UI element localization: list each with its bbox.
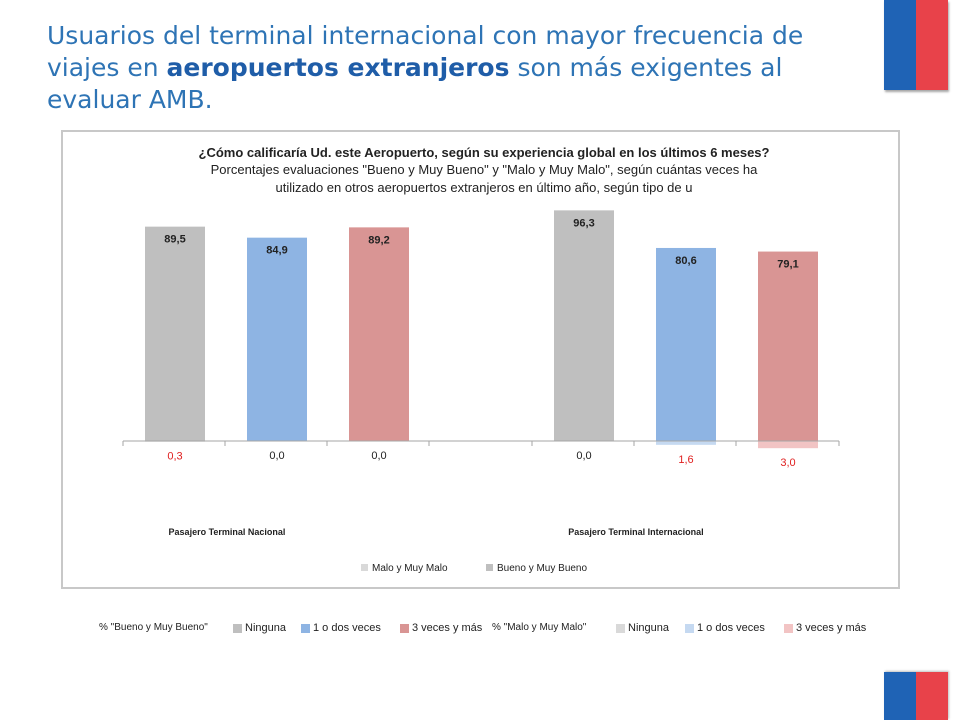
label-bueno-1-1: 80,6 (675, 255, 696, 267)
legend2-bueno-3mas: 3 veces y más (400, 622, 482, 634)
bar-bueno-0-0 (145, 226, 205, 441)
legend2-malo-3mas: 3 veces y más (784, 622, 866, 634)
legend2-malo-1o2: 1 o dos veces (685, 622, 765, 634)
legend2-malo-3mas-swatch (784, 623, 793, 633)
legend2-bueno-1o2-swatch (301, 623, 310, 633)
bar-bueno-1-2 (758, 251, 818, 441)
legend2-bueno-header-text: % "Bueno y Muy Bueno" (99, 622, 208, 633)
chart-title: ¿Cómo calificaría Ud. este Aeropuerto, s… (199, 145, 770, 195)
chart-frame: ¿Cómo calificaría Ud. este Aeropuerto, s… (61, 130, 900, 589)
legend-swatch-0 (361, 564, 368, 571)
label-bueno-1-0: 96,3 (573, 217, 594, 229)
legend2-bueno-ninguna-swatch (233, 623, 242, 633)
label-malo-1-1: 1,6 (678, 454, 693, 466)
legend2-bueno-3mas-text: 3 veces y más (412, 622, 483, 634)
legend2-bueno-ninguna-text: Ninguna (245, 622, 286, 634)
bar-bueno-1-1 (656, 247, 716, 441)
title-text-1: Usuarios del terminal internacional con … (47, 21, 804, 82)
legend2-malo-header: % "Malo y Muy Malo" (492, 622, 586, 633)
label-bueno-0-1: 84,9 (266, 245, 287, 257)
flag-logo-bottom (884, 672, 948, 720)
legend2-malo-1o2-text: 1 o dos veces (697, 622, 765, 634)
label-malo-0-2: 0,0 (371, 450, 386, 462)
category-label-1: Pasajero Terminal Internacional (568, 527, 703, 537)
legend2-malo-header-text: % "Malo y Muy Malo" (492, 622, 587, 633)
label-bueno-0-0: 89,5 (164, 234, 185, 246)
bar-bueno-0-2 (349, 227, 409, 441)
legend-label-1: Bueno y Muy Bueno (497, 563, 587, 574)
data-labels-group: 89,5 0,3 84,9 0,0 89,2 0,0 96,3 0,0 80,6 1,6 79,1 3… (164, 217, 798, 469)
legend2-malo-ninguna-text: Ninguna (628, 622, 669, 634)
slide-title: Usuarios del terminal internacional con … (47, 20, 877, 116)
legend2-bueno-1o2-text: 1 o dos veces (313, 622, 381, 634)
label-malo-0-1: 0,0 (269, 450, 284, 462)
bars-group (145, 210, 818, 449)
label-malo-1-0: 0,0 (576, 450, 591, 462)
chart-title-line-1: ¿Cómo calificaría Ud. este Aeropuerto, s… (199, 145, 770, 160)
secondary-legend: % "Bueno y Muy Bueno" Ninguna 1 o dos vece… (95, 622, 885, 640)
label-malo-1-2: 3,0 (780, 457, 795, 469)
legend2-malo-ninguna-swatch (616, 623, 625, 633)
legend2-malo-1o2-swatch (685, 623, 694, 633)
chart-title-line-3: utilizado en otros aeropuertos extranjer… (276, 180, 693, 195)
legend2-bueno-header: % "Bueno y Muy Bueno" (99, 622, 208, 633)
legend2-bueno-3mas-swatch (400, 623, 409, 633)
category-label-0: Pasajero Terminal Nacional (169, 527, 286, 537)
chart-legend: Malo y Muy Malo Bueno y Muy Bueno (361, 563, 587, 574)
legend-label-0: Malo y Muy Malo (372, 563, 448, 574)
bar-bueno-1-0 (554, 210, 614, 441)
legend2-bueno-ninguna: Ninguna (233, 622, 286, 634)
bar-malo-1-1 (656, 441, 716, 445)
bar-malo-1-2 (758, 441, 818, 449)
label-malo-0-0: 0,3 (167, 451, 182, 463)
label-bueno-1-2: 79,1 (777, 259, 798, 271)
label-bueno-0-2: 89,2 (368, 234, 389, 246)
x-axis-ticks (122, 441, 840, 446)
bar-chart: ¿Cómo calificaría Ud. este Aeropuerto, s… (122, 145, 840, 574)
legend-swatch-1 (486, 564, 493, 571)
category-labels: Pasajero Terminal Nacional Pasajero Termi… (169, 527, 704, 537)
chart-title-line-2: Porcentajes evaluaciones "Bueno y Muy Bu… (211, 162, 758, 177)
legend2-malo-ninguna: Ninguna (616, 622, 669, 634)
flag-logo-top (884, 0, 948, 90)
legend2-malo-3mas-text: 3 veces y más (796, 622, 867, 634)
title-bold-text: aeropuertos extranjeros (166, 53, 510, 82)
bar-bueno-0-1 (247, 237, 307, 441)
title-text-2: son más exigentes al evaluar AMB. (47, 53, 783, 114)
legend2-bueno-1o2: 1 o dos veces (301, 622, 381, 634)
